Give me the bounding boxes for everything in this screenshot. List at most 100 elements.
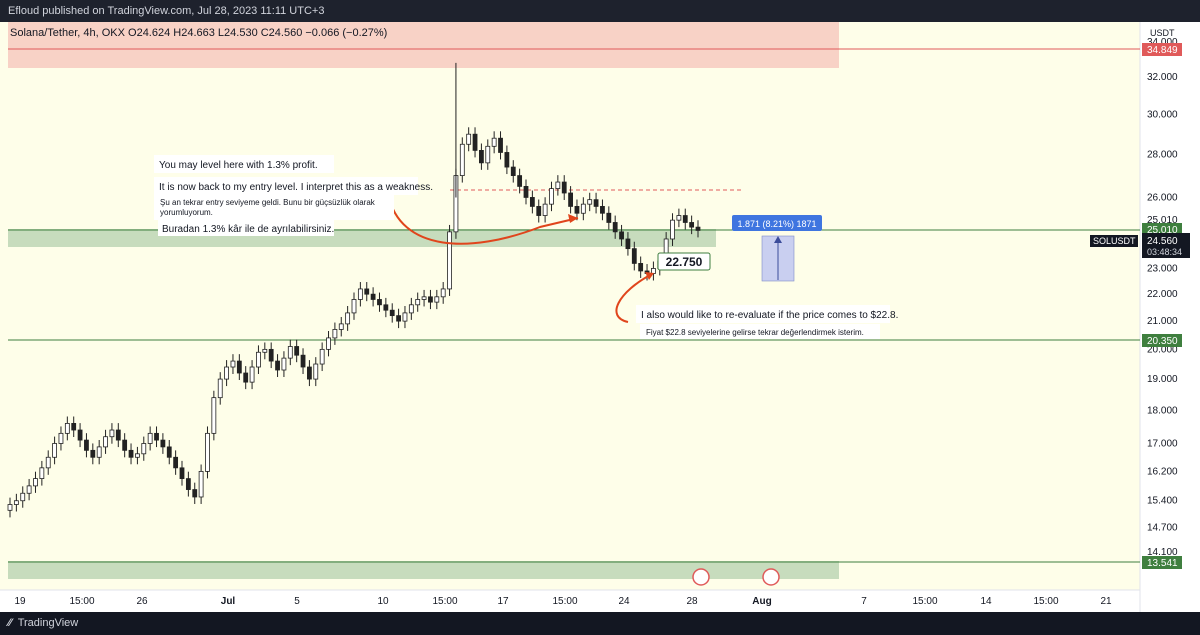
candle-body <box>447 231 452 290</box>
time-tick-label: 26 <box>136 596 148 607</box>
symbol-label-bg <box>1090 235 1138 247</box>
candle-body <box>109 429 115 438</box>
green-entry-zone <box>8 229 716 247</box>
candle-body <box>689 222 695 228</box>
time-tick-label: 15:00 <box>552 596 577 607</box>
candle-body <box>332 329 338 339</box>
green-bottom-zone <box>8 561 839 579</box>
candle-body <box>421 296 427 300</box>
candle-body <box>466 133 472 145</box>
curved-arrow-left-head <box>568 214 578 223</box>
time-tick-label: 17 <box>497 596 509 607</box>
candle-body <box>523 186 529 198</box>
current-price-label: 24.560 <box>1147 236 1178 247</box>
candle-body <box>45 456 51 469</box>
candle-body <box>160 439 166 448</box>
candle-body <box>651 268 656 274</box>
curved-arrow-right <box>615 273 653 323</box>
price-tick-label: 22.000 <box>1147 289 1178 300</box>
chart-svg[interactable]: 1.871 (8.21%) 1871 22.750 You may level … <box>0 22 1200 612</box>
candle-body <box>179 467 185 479</box>
candle-body <box>428 296 433 303</box>
candle-body <box>319 348 325 365</box>
candle-body <box>485 145 491 164</box>
time-tick-label: 15:00 <box>69 596 94 607</box>
candle-body <box>593 199 599 207</box>
currency-label: USDT <box>1150 28 1175 38</box>
time-tick-label: 5 <box>294 596 300 607</box>
current-price-label-bg <box>1142 233 1190 258</box>
price-ticks-group: 34.000 32.000 30.000 28.000 26.000 25.010 23.0… <box>1147 37 1178 558</box>
price-tick-label: 34.000 <box>1147 37 1178 48</box>
candle-body <box>192 489 198 498</box>
candle-body <box>90 449 96 458</box>
candle-body <box>415 299 421 306</box>
price-callout-box <box>657 252 711 271</box>
time-tick-label: 24 <box>618 596 630 607</box>
candle-body <box>377 299 382 306</box>
candle-body <box>440 288 446 298</box>
symbol-info-line: Solana/Tether, 4h, OKX O24.624 H24.663 L… <box>10 27 388 39</box>
measure-arrow-head <box>774 236 782 243</box>
candle-body <box>370 293 376 300</box>
time-tick-label: 28 <box>686 596 698 607</box>
candle-body <box>338 323 344 330</box>
resistance-label: 25.010 <box>1147 225 1178 236</box>
bottom-label-bg <box>1142 556 1182 569</box>
price-tick-label: 14.700 <box>1147 523 1178 534</box>
candle-body <box>434 296 440 303</box>
candle-body <box>230 360 236 368</box>
time-tick-label: 15:00 <box>1033 596 1058 607</box>
countdown-label: 03:48:34 <box>1147 247 1182 257</box>
candle-body <box>128 449 134 458</box>
reeval-en: I also would like to re-evaluate if the … <box>641 310 898 321</box>
note-2: It is now back to my entry level. I inte… <box>159 182 433 193</box>
candle-body <box>606 212 612 223</box>
candle-body <box>510 166 516 176</box>
candle-body <box>580 203 586 214</box>
time-tick-label: Aug <box>752 596 771 607</box>
candle-body <box>275 360 280 371</box>
candle-body <box>236 360 242 374</box>
candle-body <box>211 397 217 434</box>
footer-bar: ⁄⁄ TradingView <box>0 612 1200 635</box>
candle-body <box>84 439 89 451</box>
candle-body <box>536 206 542 216</box>
note-box-2 <box>154 177 418 195</box>
candle-body <box>294 346 300 356</box>
candle-body <box>529 197 535 207</box>
price-tick-label: 25.010 <box>1147 215 1178 226</box>
price-callout-text: 22.750 <box>666 255 703 269</box>
price-tick-label: 32.000 <box>1147 72 1178 83</box>
candle-body <box>185 478 191 490</box>
bottom-label: 13.541 <box>1147 558 1178 569</box>
candle-body <box>64 423 70 434</box>
candle-body <box>479 150 484 164</box>
time-tick-label: 21 <box>1100 596 1112 607</box>
resistance-label-bg <box>1142 223 1182 236</box>
candle-body <box>568 192 573 207</box>
candle-body <box>670 219 675 240</box>
candle-body <box>300 354 306 368</box>
price-tick-label: 14.100 <box>1147 547 1178 558</box>
candle-body <box>676 215 682 221</box>
candle-body <box>224 366 229 380</box>
candle-body <box>13 500 19 505</box>
candle-body <box>147 432 153 444</box>
candle-body <box>243 372 249 383</box>
candle-body <box>600 206 605 214</box>
support-label: 20.350 <box>1147 336 1178 347</box>
note-box-4 <box>158 220 334 236</box>
candle-body <box>682 215 688 223</box>
candle-body <box>561 181 567 194</box>
candle-body <box>173 456 179 469</box>
candle-body <box>198 471 204 498</box>
note-3a: Şu an tekrar entry seviyeme geldi. Bunu … <box>160 198 376 207</box>
note-box-3 <box>154 194 394 220</box>
candle-body <box>103 436 108 448</box>
candle-body <box>287 346 293 359</box>
top-red-label: 34.849 <box>1147 45 1178 56</box>
note-1: You may level here with 1.3% profit. <box>159 160 318 171</box>
reeval-tr: Fiyat $22.8 seviyelerine gelirse tekrar … <box>646 328 864 337</box>
